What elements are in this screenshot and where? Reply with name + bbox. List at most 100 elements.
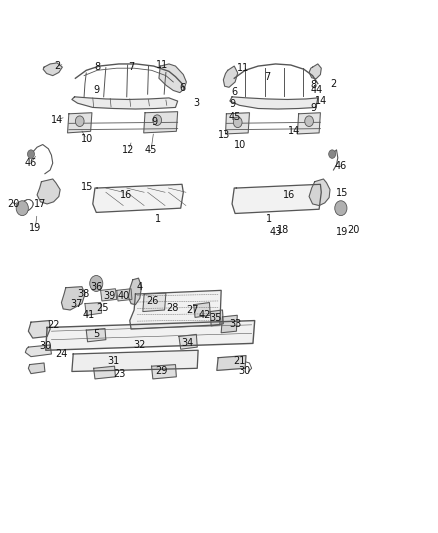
Text: 32: 32 [134,340,146,350]
Text: 24: 24 [55,349,67,359]
Polygon shape [223,66,238,87]
Text: 38: 38 [77,289,89,299]
Text: 1: 1 [155,214,161,224]
Polygon shape [28,363,45,374]
Text: 2: 2 [330,78,336,88]
Text: 30: 30 [238,367,251,376]
Polygon shape [37,179,60,204]
Text: 15: 15 [336,188,348,198]
Text: 35: 35 [209,313,222,324]
Text: 11: 11 [237,63,250,72]
Text: 28: 28 [166,303,178,313]
Polygon shape [72,350,198,372]
Polygon shape [72,97,178,109]
Polygon shape [67,113,92,133]
Text: 14: 14 [51,115,63,125]
Text: 4: 4 [137,281,143,292]
Circle shape [153,115,162,125]
Text: 8: 8 [311,80,317,90]
Polygon shape [93,184,184,213]
Polygon shape [85,303,102,316]
Polygon shape [130,290,221,329]
Circle shape [75,116,84,126]
Text: 23: 23 [113,369,126,378]
Text: 14: 14 [315,96,327,106]
Text: 42: 42 [199,310,211,320]
Text: 9: 9 [229,99,235,109]
Text: 9: 9 [152,117,158,127]
Text: 17: 17 [33,199,46,209]
Text: 27: 27 [186,305,198,315]
Text: 20: 20 [347,225,359,236]
Polygon shape [210,310,223,326]
Circle shape [305,116,314,126]
Text: 19: 19 [29,223,42,233]
Text: 18: 18 [277,225,290,236]
Polygon shape [297,113,321,134]
Polygon shape [46,320,254,350]
Circle shape [335,201,347,216]
Polygon shape [194,303,210,317]
Text: 39: 39 [103,290,116,301]
Polygon shape [101,289,117,301]
Text: 31: 31 [108,356,120,366]
Text: 33: 33 [230,319,242,329]
Circle shape [16,201,28,216]
Text: 12: 12 [122,145,134,155]
Text: 6: 6 [232,86,238,96]
Text: 10: 10 [234,140,246,150]
Text: 41: 41 [82,310,95,320]
Text: 36: 36 [90,281,102,292]
Text: 5: 5 [93,329,99,340]
Polygon shape [152,365,177,379]
Text: 43: 43 [269,227,282,237]
Circle shape [90,276,103,292]
Text: 21: 21 [234,356,246,366]
Text: 3: 3 [193,98,199,108]
Text: 16: 16 [120,190,132,200]
Circle shape [28,150,35,158]
Polygon shape [86,328,106,342]
Polygon shape [28,320,50,338]
Polygon shape [221,316,237,333]
Text: 45: 45 [145,145,157,155]
Text: 11: 11 [156,60,169,70]
Text: 2: 2 [54,61,60,71]
Polygon shape [179,334,197,349]
Polygon shape [117,289,132,301]
Text: 9: 9 [310,103,316,114]
Text: 25: 25 [96,303,109,313]
Text: 26: 26 [147,296,159,306]
Polygon shape [217,356,246,370]
Text: 7: 7 [128,62,134,72]
Text: 46: 46 [335,161,347,171]
Polygon shape [226,113,250,134]
Text: 13: 13 [218,130,230,140]
Text: 9: 9 [93,85,99,95]
Polygon shape [309,179,330,206]
Polygon shape [25,345,51,357]
Polygon shape [230,97,318,109]
Text: 1: 1 [265,214,272,224]
Circle shape [233,117,242,127]
Text: 8: 8 [94,62,100,71]
Text: 15: 15 [81,182,93,192]
Polygon shape [309,64,321,79]
Text: 34: 34 [181,338,194,349]
Circle shape [328,150,336,158]
Polygon shape [94,366,116,379]
Text: 14: 14 [288,126,300,136]
Polygon shape [43,63,62,76]
Text: 29: 29 [155,367,168,376]
Text: 6: 6 [180,83,186,93]
Polygon shape [143,293,166,312]
Text: 37: 37 [70,298,82,309]
Text: 19: 19 [336,227,348,237]
Text: 40: 40 [118,290,130,301]
Text: 20: 20 [7,199,20,209]
Text: 10: 10 [81,134,93,144]
Text: 46: 46 [25,158,37,168]
Polygon shape [232,184,321,214]
Polygon shape [128,278,141,305]
Text: 44: 44 [311,85,323,95]
